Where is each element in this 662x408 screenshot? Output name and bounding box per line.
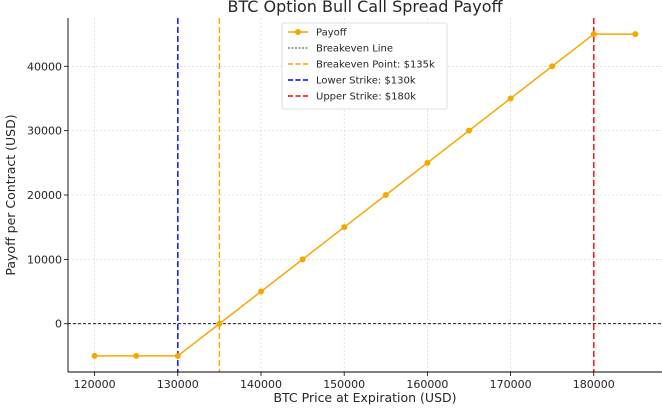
x-tick-label: 140000 bbox=[240, 378, 282, 391]
chart-title: BTC Option Bull Call Spread Payoff bbox=[227, 0, 503, 16]
legend-label: Payoff bbox=[316, 28, 348, 39]
payoff-point bbox=[632, 31, 639, 38]
payoff-point bbox=[258, 288, 265, 295]
legend-label: Breakeven Point: $135k bbox=[316, 60, 435, 71]
legend-marker-payoff bbox=[295, 29, 301, 35]
x-tick-label: 120000 bbox=[74, 378, 116, 391]
payoff-line bbox=[94, 33, 636, 357]
payoff-point bbox=[133, 352, 140, 359]
x-axis-label: BTC Price at Expiration (USD) bbox=[273, 390, 456, 405]
payoff-point bbox=[549, 63, 556, 70]
payoff-point bbox=[299, 256, 306, 263]
payoff-point bbox=[424, 159, 431, 166]
legend-label: Upper Strike: $180k bbox=[316, 92, 416, 103]
payoff-point bbox=[174, 352, 181, 359]
payoff-point bbox=[341, 224, 348, 231]
y-tick-label: 10000 bbox=[27, 253, 62, 266]
legend-label: Breakeven Line bbox=[316, 44, 393, 55]
payoff-point bbox=[216, 320, 223, 327]
y-tick-label: 40000 bbox=[27, 60, 62, 73]
tick-labels: 120000 130000 140000 150000 160000 170000 1800… bbox=[27, 60, 615, 391]
legend-box bbox=[281, 22, 448, 110]
legend-label: Lower Strike: $130k bbox=[316, 76, 416, 87]
y-tick-label: 30000 bbox=[27, 125, 62, 138]
axes bbox=[64, 18, 662, 376]
y-tick-label: 20000 bbox=[27, 189, 62, 202]
payoff-point bbox=[91, 352, 98, 359]
series bbox=[91, 31, 639, 359]
payoff-point bbox=[465, 127, 472, 134]
x-tick-label: 130000 bbox=[157, 378, 199, 391]
reference-lines bbox=[68, 18, 662, 372]
payoff-point bbox=[590, 31, 597, 38]
payoff-point bbox=[507, 95, 514, 102]
y-tick-label: 0 bbox=[55, 318, 62, 331]
y-axis-label: Payoff per Contract (USD) bbox=[3, 114, 18, 275]
x-tick-label: 150000 bbox=[323, 378, 365, 391]
x-tick-label: 170000 bbox=[490, 378, 532, 391]
x-tick-label: 180000 bbox=[573, 378, 615, 391]
payoff-point bbox=[382, 192, 389, 198]
legend: Payoff Breakeven Line Breakeven Point: $13… bbox=[281, 22, 448, 110]
x-tick-label: 160000 bbox=[406, 378, 448, 391]
